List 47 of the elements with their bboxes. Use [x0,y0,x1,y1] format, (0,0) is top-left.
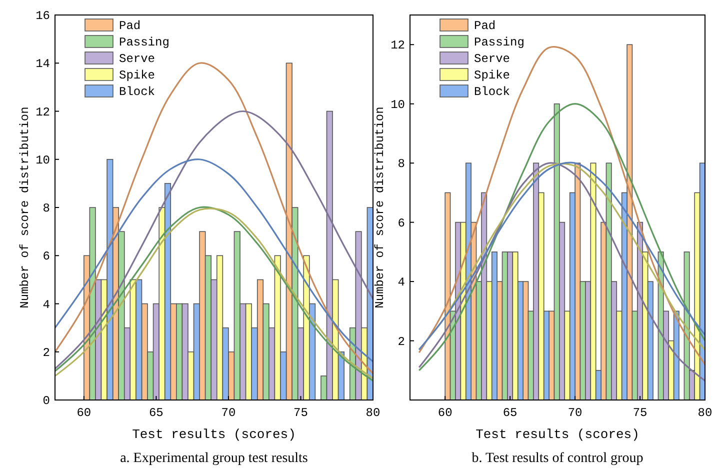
y-tick-label: 8 [398,157,405,172]
x-axis-title: Test results (scores) [132,427,296,442]
legend-label: Passing [119,36,170,50]
legend-label: Block [119,85,156,99]
legend-label: Serve [119,52,156,66]
line-series [55,62,373,374]
y-tick-label: 4 [398,276,405,290]
legend-label: Spike [474,68,510,82]
x-tick-label: 65 [148,406,164,420]
line-series [418,46,705,366]
y-tick-label: 2 [398,334,405,349]
x-tick-label: 70 [568,406,582,420]
legend-label: Block [474,85,510,99]
y-tick-label: 10 [36,153,50,168]
legend-label: Pad [119,19,141,33]
legend-label: Spike [119,68,156,82]
bar [444,192,451,400]
x-tick-label: 80 [698,406,712,420]
legend-label: Passing [474,36,524,50]
line-series [418,103,705,372]
text: b. Test results of control group [472,451,644,466]
x-axis-title: Test results (scores) [476,427,640,442]
y-tick-label: 12 [36,105,50,120]
line-series [55,158,373,362]
y-tick-label: 12 [390,38,405,53]
x-tick-label: 60 [438,406,452,420]
x-tick-label: 65 [502,406,518,420]
x-tick-label: 70 [221,406,236,420]
text: a. Experimental group test results [120,451,308,466]
y-tick-label: 16 [36,9,50,23]
y-axis-title: Number of score distribution [373,106,387,308]
y-axis-title: Number of score distribution [18,106,32,308]
y-tick-label: 0 [42,394,50,408]
y-tick-label: 6 [398,216,405,230]
y-tick-label: 8 [42,202,50,216]
x-tick-label: 60 [76,406,92,420]
y-tick-label: 10 [390,98,405,112]
y-tick-label: 2 [42,346,50,360]
y-tick-label: 14 [36,57,50,72]
legend-label: Pad [474,19,496,33]
y-tick-label: 4 [42,298,50,312]
legend-label: Serve [474,52,510,66]
x-tick-label: 80 [366,406,380,420]
x-tick-label: 75 [294,406,308,420]
y-tick-label: 6 [42,250,50,264]
x-tick-label: 75 [632,406,648,420]
line-series [55,110,373,370]
